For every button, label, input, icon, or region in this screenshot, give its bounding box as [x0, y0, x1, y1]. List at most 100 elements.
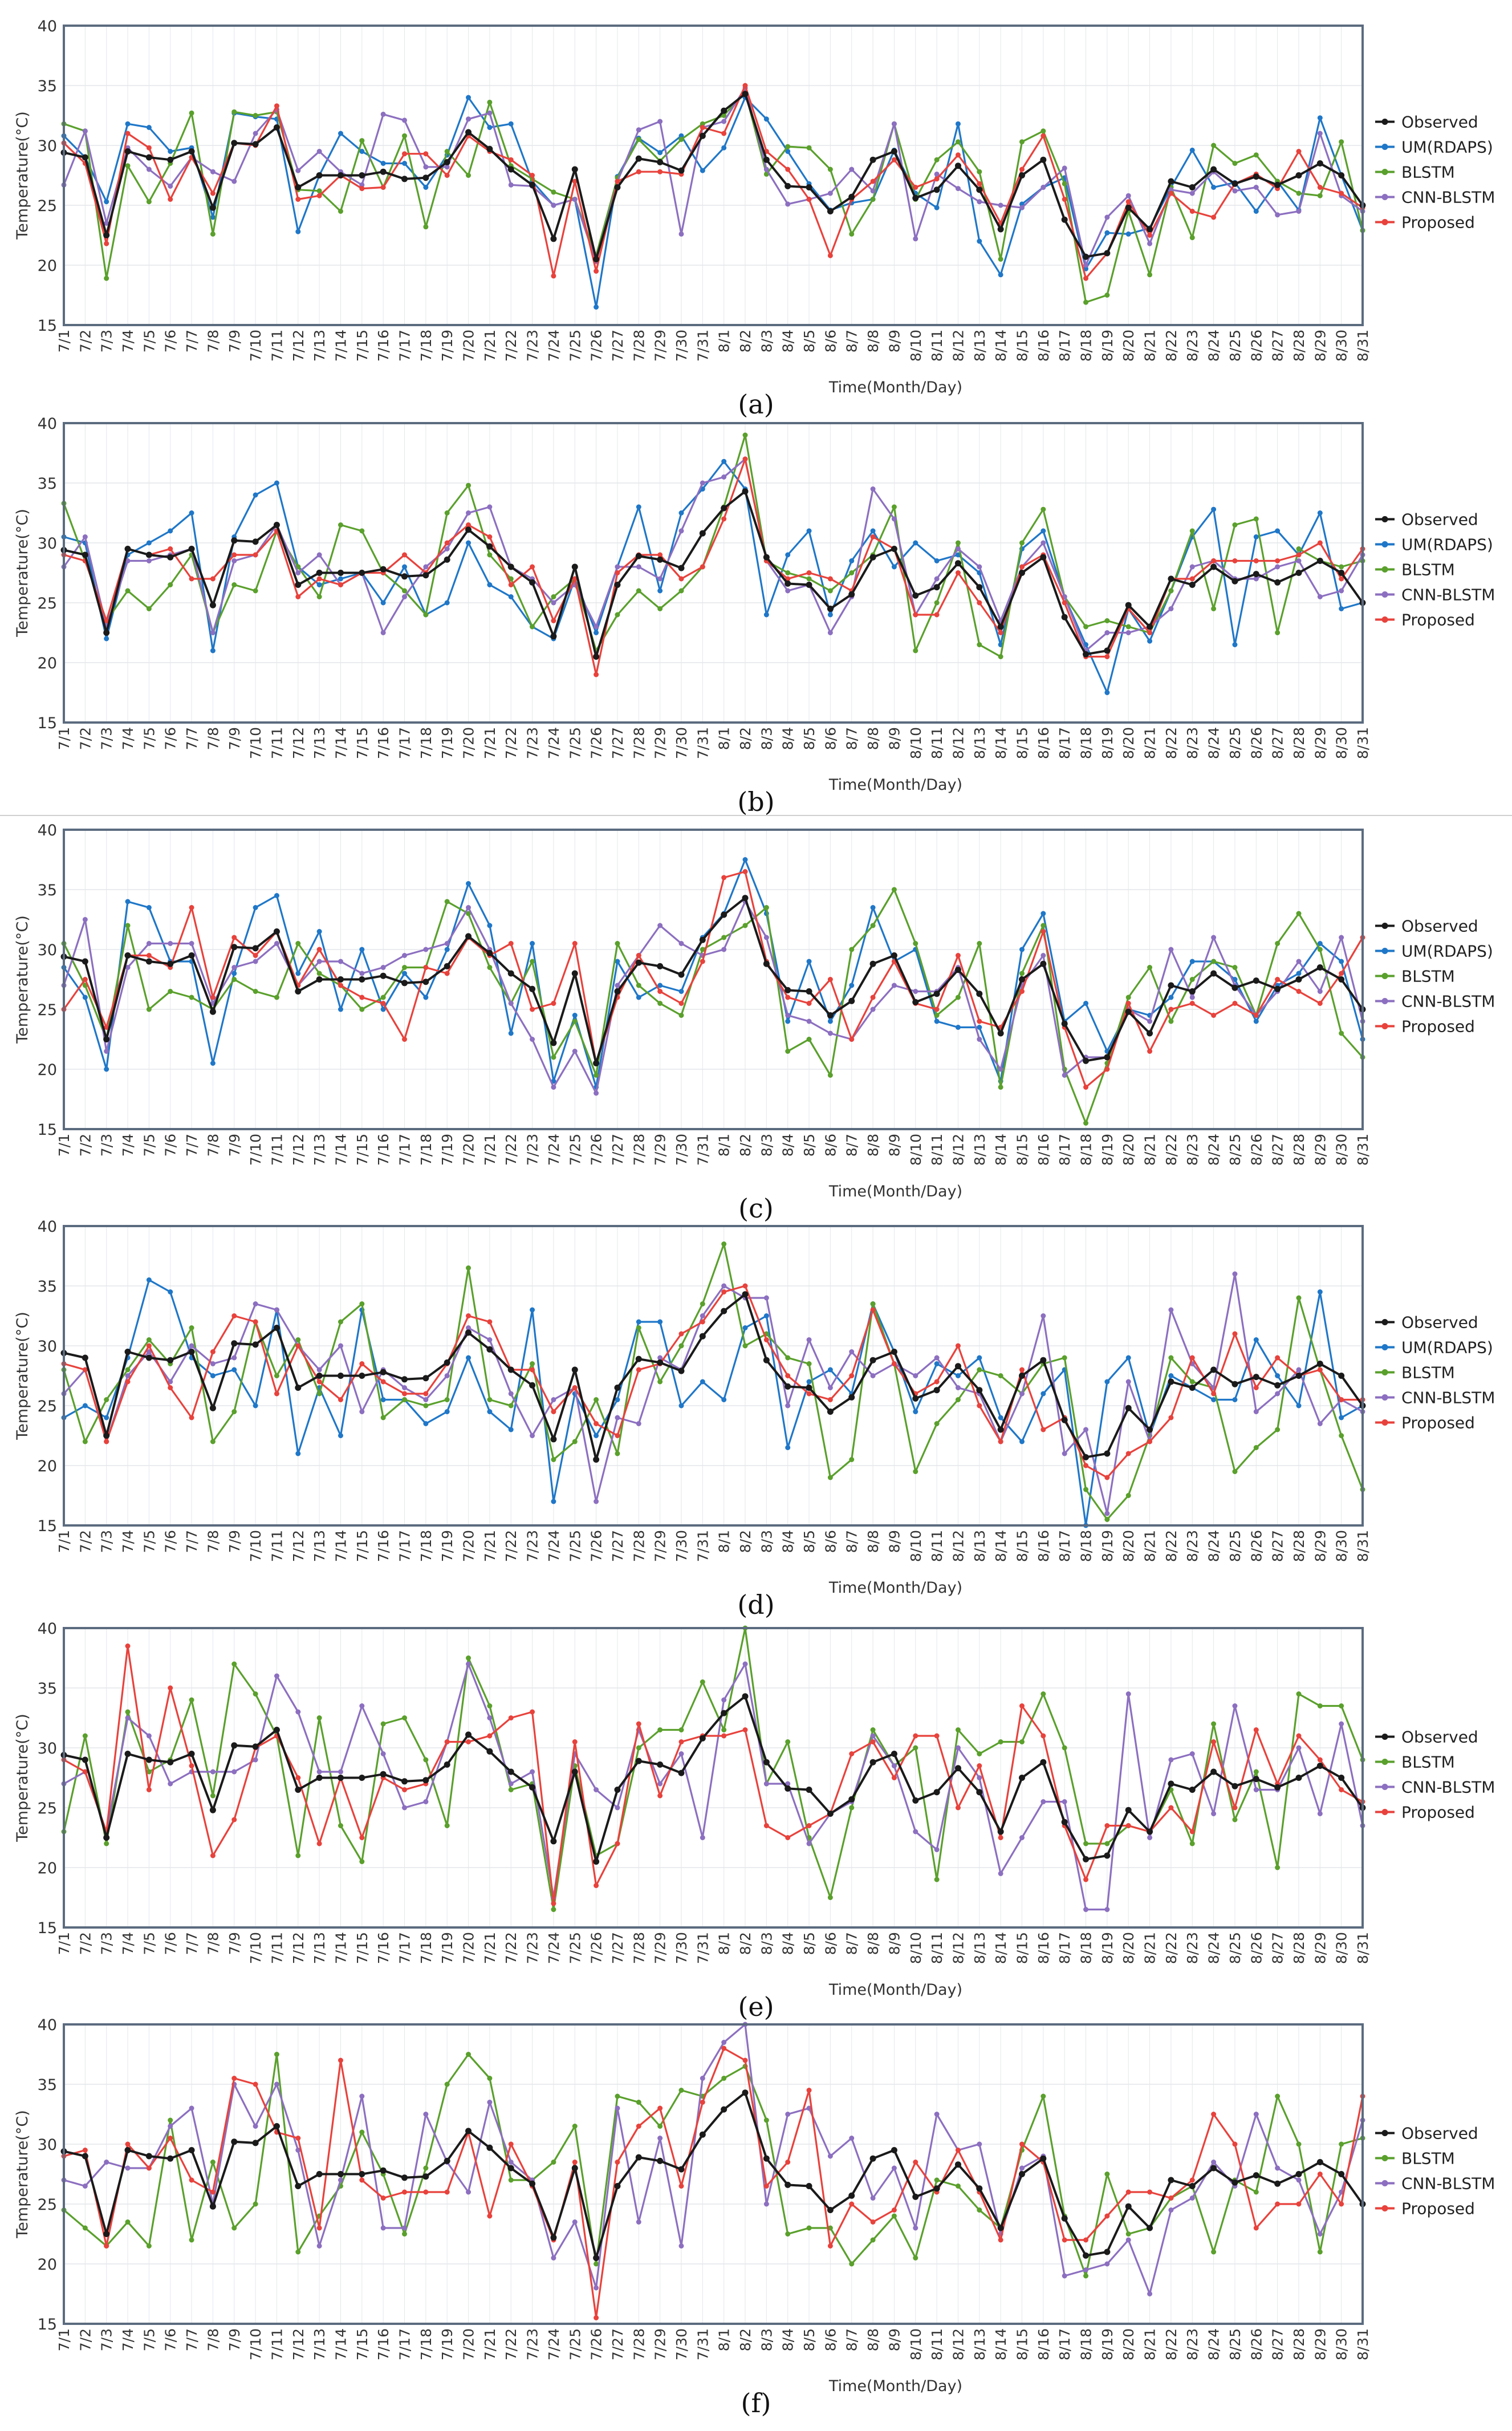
data-point — [402, 552, 408, 558]
data-point — [572, 1018, 578, 1024]
data-point — [82, 154, 88, 161]
data-point — [678, 137, 684, 142]
data-point — [210, 1793, 216, 1799]
legend-swatch-marker — [1381, 566, 1388, 573]
data-point — [402, 1805, 408, 1811]
legend-swatch-marker — [1381, 2180, 1388, 2186]
data-point — [785, 1785, 791, 1792]
data-point — [465, 1329, 472, 1336]
data-point — [933, 991, 940, 997]
x-tick-label: 7/19 — [439, 330, 456, 362]
data-point — [742, 1343, 748, 1349]
legend-label: Proposed — [1401, 1414, 1475, 1432]
legend-item: CNN-BLSTM — [1375, 1778, 1495, 1797]
data-point — [1189, 1355, 1195, 1361]
data-point — [657, 1727, 663, 1732]
x-tick-label: 7/7 — [184, 1530, 200, 1553]
x-tick-label: 7/6 — [162, 1530, 179, 1553]
data-point — [551, 1907, 556, 1912]
series-line — [63, 458, 1364, 676]
data-point — [1232, 1331, 1238, 1337]
data-point — [1317, 185, 1323, 190]
data-point — [1253, 1018, 1259, 1024]
legend-item: Proposed — [1375, 1803, 1475, 1822]
data-point — [444, 899, 450, 904]
data-point — [678, 231, 684, 237]
data-point — [977, 1367, 982, 1373]
data-point — [1253, 2189, 1259, 2195]
data-point — [189, 510, 194, 516]
x-tick-label: 7/9 — [226, 1932, 243, 1955]
series-group — [61, 456, 1365, 677]
data-point — [1125, 2237, 1131, 2243]
data-point — [1083, 624, 1089, 630]
data-point — [253, 989, 258, 994]
data-point — [1232, 522, 1238, 527]
data-point — [146, 1787, 152, 1792]
x-tick-label: 8/11 — [929, 1134, 945, 1166]
data-point — [636, 2124, 641, 2129]
data-point — [487, 2213, 493, 2219]
data-point — [1275, 2201, 1281, 2207]
series-group — [61, 857, 1365, 1090]
data-point — [614, 2183, 621, 2189]
data-point — [551, 1901, 556, 1906]
data-point — [1189, 977, 1195, 982]
data-point — [465, 526, 472, 533]
data-point — [316, 570, 323, 576]
data-point — [1296, 2141, 1302, 2147]
x-tick-label: 8/13 — [972, 1932, 988, 1964]
data-point — [1147, 1030, 1153, 1037]
data-point — [444, 1397, 450, 1402]
data-point — [146, 540, 152, 546]
x-tick-label: 8/22 — [1163, 1932, 1180, 1964]
x-tick-label: 7/28 — [631, 1530, 647, 1562]
data-point — [1232, 1703, 1238, 1708]
data-point — [401, 1778, 408, 1785]
data-point — [1189, 1829, 1195, 1835]
data-point — [1061, 1819, 1068, 1825]
series-line — [63, 1279, 1363, 1527]
data-point — [1317, 594, 1323, 599]
data-point — [934, 1733, 940, 1739]
data-point — [487, 1337, 493, 1342]
data-point — [827, 1385, 833, 1390]
data-point — [657, 2124, 663, 2129]
x-tick-label: 7/18 — [418, 330, 434, 362]
x-tick-label: 8/31 — [1355, 727, 1371, 759]
data-point — [210, 1349, 216, 1354]
x-tick-label: 8/31 — [1355, 1134, 1371, 1166]
x-tick-label: 7/24 — [546, 1134, 562, 1166]
data-point — [402, 2231, 408, 2237]
x-tick-label: 7/20 — [461, 2328, 477, 2360]
data-point — [1316, 1763, 1323, 1769]
x-tick-label: 8/23 — [1184, 727, 1201, 759]
data-point — [785, 570, 791, 575]
data-point — [82, 995, 88, 1000]
data-point — [422, 979, 429, 985]
data-point — [1338, 976, 1345, 983]
x-tick-label: 8/22 — [1163, 1530, 1180, 1562]
data-point — [849, 1349, 855, 1354]
data-point — [1232, 558, 1238, 563]
series-group — [61, 1643, 1365, 1906]
x-tick-label: 8/27 — [1270, 1530, 1286, 1562]
data-point — [146, 145, 152, 151]
data-point — [913, 1733, 918, 1739]
x-tick-label: 8/20 — [1120, 1530, 1137, 1562]
x-tick-label: 7/20 — [461, 1134, 477, 1166]
y-axis-label: Temperature(°C) — [14, 1714, 31, 1842]
data-point — [316, 929, 322, 934]
data-point — [103, 232, 110, 238]
data-point — [699, 132, 706, 139]
data-point — [338, 2057, 343, 2063]
data-point — [763, 554, 770, 561]
data-point — [1125, 193, 1131, 198]
data-point — [700, 121, 705, 127]
x-tick-label: 8/13 — [972, 1530, 988, 1562]
data-point — [933, 1789, 940, 1796]
data-point — [487, 1409, 493, 1414]
data-point — [912, 999, 919, 1005]
data-point — [1275, 564, 1281, 570]
data-point — [274, 893, 279, 898]
